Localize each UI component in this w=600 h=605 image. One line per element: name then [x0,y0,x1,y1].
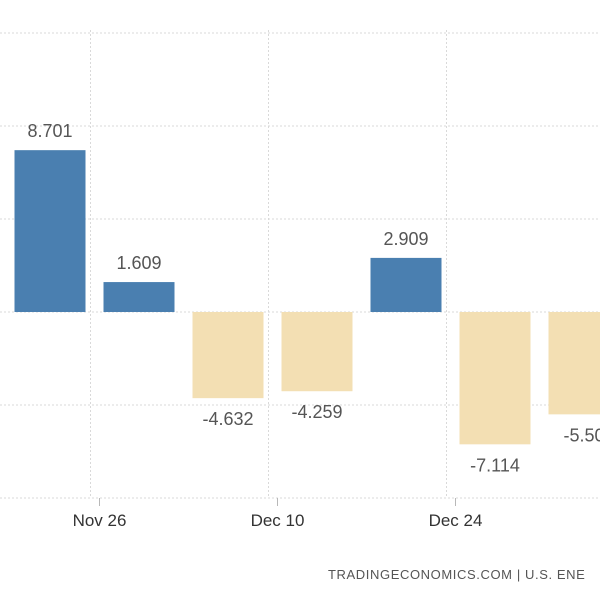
value-label: -5.50 [563,425,600,445]
bar-dec-31 [549,312,600,414]
x-tick-label: Dec 10 [251,511,305,530]
value-label: 8.701 [27,121,72,141]
value-label: 1.609 [116,253,161,273]
bar-dec-03 [193,312,264,398]
x-tick-label: Nov 26 [73,511,127,530]
bar-nov-19 [15,150,86,312]
source-label: TRADINGECONOMICS.COM | U.S. ENE [328,567,585,582]
x-tick-label: Dec 24 [429,511,483,530]
value-label: -4.259 [291,402,342,422]
value-label: -7.114 [470,455,520,475]
bar-dec-24 [460,312,531,444]
bar-dec-17 [371,258,442,312]
value-label: -4.632 [202,409,253,429]
value-label: 2.909 [383,229,428,249]
bar-nov-26 [104,282,175,312]
bar-dec-10 [282,312,353,391]
bars [15,150,600,444]
